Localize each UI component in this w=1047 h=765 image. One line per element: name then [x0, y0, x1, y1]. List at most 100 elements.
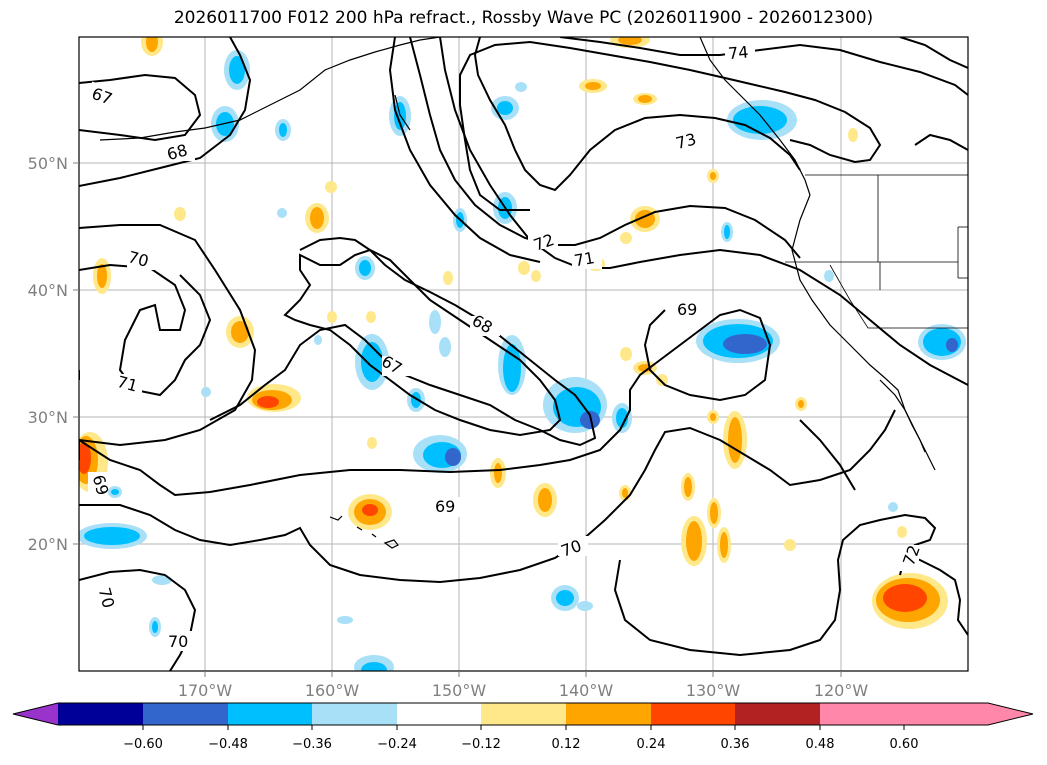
neg-blob [515, 82, 527, 92]
colorbar-segment [312, 703, 397, 725]
contour-label: 70 [95, 585, 119, 610]
pos-blob [305, 203, 329, 233]
pos-blob [784, 539, 796, 551]
lon-tick-label: 120°W [814, 681, 869, 700]
pos-blob [366, 311, 376, 323]
pos-blob [93, 258, 111, 294]
neg-blob [413, 435, 467, 473]
contours [79, 37, 968, 671]
pos-blob [367, 437, 377, 449]
colorbar-segment [735, 703, 820, 725]
borders [785, 174, 968, 329]
pos-blob [681, 516, 707, 566]
neg-blob [108, 486, 122, 498]
pos-blob [707, 169, 719, 183]
pos-blob [518, 261, 530, 275]
colorbar-tick-label: 0.24 [637, 737, 666, 752]
colorbar-tick-label: −0.60 [123, 737, 163, 752]
neg-blob [277, 208, 287, 218]
lon-tick-label: 170°W [178, 681, 233, 700]
lat-tick-label: 50°N [28, 154, 68, 173]
colorbar-segment [651, 703, 735, 725]
pos-blob [620, 232, 632, 244]
map-frame [78, 36, 969, 672]
contour-label: 69 [89, 473, 113, 498]
contour-label: 70 [168, 632, 188, 651]
neg-blob [888, 502, 898, 512]
neg-blob [824, 270, 834, 282]
colorbar-tick-label: 0.48 [806, 737, 835, 752]
positive-anomalies [79, 37, 948, 629]
pos-blob [681, 473, 695, 501]
colorbar-segment [481, 703, 566, 725]
colorbar-segment [143, 703, 228, 725]
pos-blob [717, 527, 731, 563]
colorbar-tick-label: −0.24 [377, 737, 417, 752]
colorbar-segment [58, 703, 143, 725]
colorbar-arrow-right [904, 703, 1033, 725]
contour-label: 71 [115, 372, 140, 396]
neg-blob [149, 617, 161, 637]
colorbar-segment [397, 703, 481, 725]
lon-axis: 170°W 160°W 150°W 140°W 130°W 120°W [178, 671, 869, 700]
pos-blob [174, 207, 186, 221]
neg-blob [407, 388, 425, 412]
pos-blob [707, 498, 721, 528]
neg-blob [201, 387, 211, 397]
pos-blob [633, 93, 657, 105]
contour-label: 69 [435, 497, 455, 516]
colorbar-tick-label: −0.36 [292, 737, 332, 752]
contour-label: 71 [573, 248, 596, 270]
contour-label: 68 [165, 140, 190, 164]
neg-blob [337, 616, 353, 624]
lon-tick-label: 150°W [432, 681, 487, 700]
lat-tick-label: 20°N [28, 535, 68, 554]
pos-blob [247, 384, 301, 412]
pos-blob [795, 397, 807, 411]
pos-blob [531, 270, 541, 282]
lon-tick-label: 160°W [305, 681, 360, 700]
pos-blob [872, 573, 948, 629]
pos-blob [579, 79, 607, 93]
contour-label: 70 [126, 247, 151, 271]
coastlines [99, 37, 936, 549]
neg-blob [429, 310, 441, 334]
pos-blob [226, 316, 254, 348]
pos-blob [533, 483, 557, 517]
colorbar-tick-label: −0.48 [208, 737, 248, 752]
pos-blob [707, 410, 719, 424]
lat-tick-label: 40°N [28, 281, 68, 300]
lat-axis: 50°N 40°N 30°N 20°N [28, 154, 79, 554]
neg-blob [612, 403, 632, 433]
contour-label: 73 [674, 129, 699, 153]
colorbar: −0.60 −0.48 −0.36 −0.24 −0.12 0.12 0.24 … [12, 702, 1034, 752]
lon-tick-label: 130°W [686, 681, 741, 700]
pos-blob [723, 411, 747, 469]
contour-labels: 67 68 70 71 69 72 73 74 68 71 69 70 69 7… [85, 42, 924, 651]
neg-blob [275, 119, 291, 141]
colorbar-arrow-left [13, 703, 58, 725]
neg-blob [152, 575, 172, 585]
neg-blob [355, 334, 389, 390]
colorbar-segment [228, 703, 312, 725]
gridlines [79, 37, 968, 671]
colorbar-tick-label: 0.36 [721, 737, 750, 752]
colorbar-segment [820, 703, 904, 725]
neg-blob [355, 256, 375, 280]
lon-tick-label: 140°W [559, 681, 614, 700]
neg-blob [498, 335, 526, 395]
neg-blob [696, 319, 780, 363]
colorbar-segment [566, 703, 651, 725]
pos-blob [141, 37, 163, 56]
pos-blob [620, 347, 632, 361]
map-content [79, 37, 968, 671]
neg-blob [314, 335, 322, 345]
pos-blob [630, 206, 660, 232]
pos-blob [443, 271, 453, 285]
neg-blob [354, 655, 394, 671]
colorbar-tick-label: 0.12 [552, 737, 581, 752]
neg-blob [439, 337, 451, 357]
contour-label: 74 [727, 42, 749, 63]
neg-blob [543, 377, 607, 433]
pos-blob [897, 526, 907, 538]
